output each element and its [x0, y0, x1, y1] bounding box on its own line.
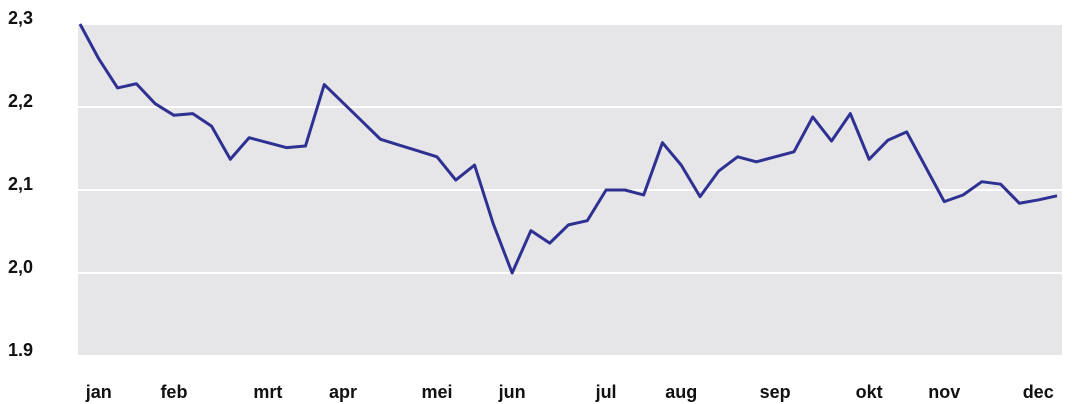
x-tick-label: jul	[595, 382, 617, 402]
x-tick-label: okt	[856, 382, 883, 402]
x-tick-label: apr	[329, 382, 357, 402]
x-tick-label: mrt	[253, 382, 282, 402]
y-tick-label: 2,1	[8, 174, 33, 194]
x-tick-label: jun	[498, 382, 526, 402]
x-tick-label: feb	[160, 382, 187, 402]
x-tick-label: mei	[421, 382, 452, 402]
y-tick-label: 2,0	[8, 257, 33, 277]
x-tick-label: jan	[85, 382, 112, 402]
y-tick-label: 2,3	[8, 8, 33, 28]
y-tick-label: 1.9	[8, 340, 33, 360]
x-tick-label: nov	[928, 382, 960, 402]
data-line	[78, 23, 1058, 275]
x-tick-label: sep	[760, 382, 791, 402]
x-tick-label: aug	[665, 382, 697, 402]
x-tick-label: dec	[1023, 382, 1054, 402]
y-tick-label: 2,2	[8, 91, 33, 111]
